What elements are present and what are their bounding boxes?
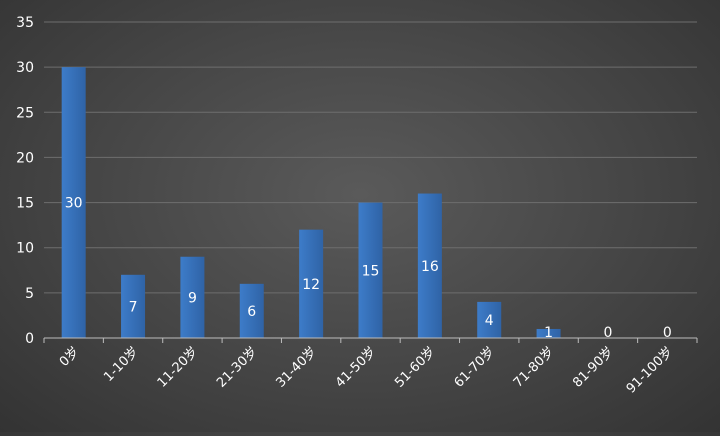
bar (180, 256, 205, 338)
y-axis-tick-labels: 0 5 10 15 20 25 30 35 (16, 15, 34, 347)
y-tick-label: 20 (16, 150, 34, 166)
data-label: 16 (421, 259, 439, 275)
data-label: 30 (65, 196, 83, 212)
y-tick-label: 35 (16, 15, 34, 31)
bar (417, 193, 442, 338)
data-labels: 30 7 9 6 12 15 16 4 1 0 0 (65, 196, 672, 341)
y-tick-label: 25 (16, 105, 34, 121)
x-tick-label: 91-100岁 (624, 344, 676, 396)
x-tick-label: 0岁 (57, 344, 83, 370)
x-tick-label: 31-40岁 (273, 344, 320, 391)
x-tick-label: 81-90岁 (570, 344, 617, 391)
data-label: 4 (485, 313, 494, 329)
data-label: 6 (247, 304, 256, 320)
x-tick-label: 51-60岁 (392, 344, 439, 391)
x-tick-label: 1-10岁 (101, 344, 142, 385)
y-tick-label: 10 (16, 241, 34, 257)
data-label: 9 (188, 290, 197, 306)
y-tick-label: 0 (25, 331, 34, 347)
x-tick-label: 41-50岁 (333, 344, 380, 391)
bar (299, 229, 324, 338)
data-label: 7 (129, 299, 138, 315)
bar (358, 202, 383, 338)
data-label: 12 (302, 277, 320, 293)
y-tick-label: 15 (16, 196, 34, 212)
x-tick-label: 71-80岁 (511, 344, 558, 391)
bar (61, 67, 86, 339)
x-tick-label: 11-20岁 (155, 344, 202, 391)
x-tick-label: 61-70岁 (452, 344, 499, 391)
x-axis-tick-labels: 0岁 1-10岁 11-20岁 21-30岁 31-40岁 41-50岁 51-60岁 61-… (57, 344, 676, 396)
bar (477, 301, 502, 338)
y-tick-label: 30 (16, 60, 34, 76)
x-tick-label: 21-30岁 (214, 344, 261, 391)
data-label: 0 (603, 325, 612, 341)
bars (61, 67, 561, 339)
data-label: 1 (544, 325, 553, 341)
y-tick-label: 5 (25, 286, 34, 302)
bar (536, 328, 561, 338)
x-axis (43, 337, 698, 343)
bar (239, 283, 264, 338)
data-label: 15 (362, 263, 380, 279)
data-label: 0 (663, 325, 672, 341)
bar (121, 274, 146, 338)
